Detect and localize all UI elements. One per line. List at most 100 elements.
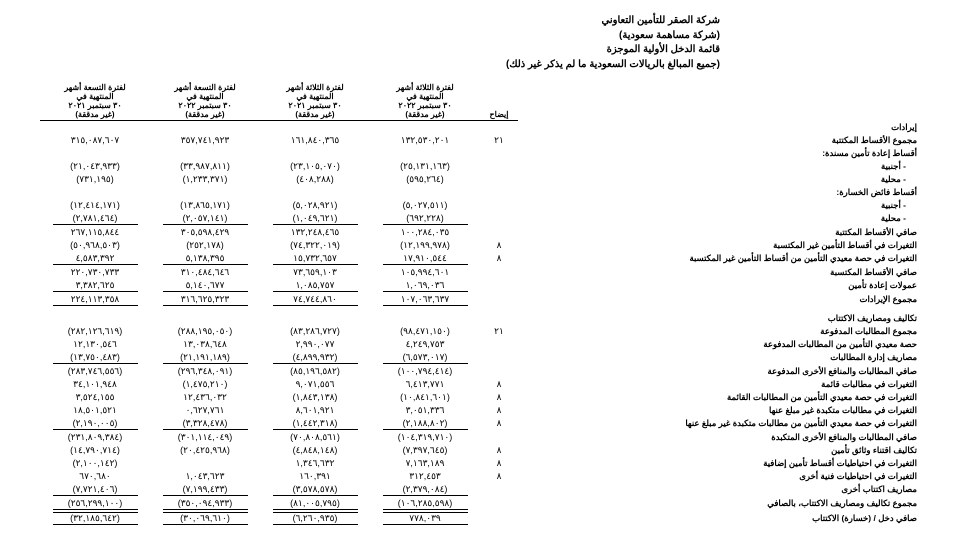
row-value: ١٣٢,٢٤٨,٤٦٥ xyxy=(260,226,370,239)
row-value: (٥,٠٢٧,٥١١) xyxy=(370,199,480,212)
row-value: ٣,٠٥١,٣٣٦ xyxy=(370,404,480,417)
row-label: صافي المطالبات والمنافع الأخرى المتكبدة xyxy=(518,431,920,444)
table-row: التغيرات في احتياطيات أقساط تأمين إضافية… xyxy=(40,457,920,470)
row-value: (١٤,٧٩٠,٧١٤) xyxy=(40,444,150,457)
row-value: ٣,٣٨٢,٦٢٥ xyxy=(40,279,150,293)
row-note xyxy=(480,497,518,511)
row-value: ٥,١٤٠,٦٧٧ xyxy=(150,279,260,293)
row-note xyxy=(480,186,518,199)
table-row: - أجنبية(٥,٠٢٧,٥١١)(٥,٠٢٨,٩٢١)(١٣,٨٦٥,١٧… xyxy=(40,199,920,212)
table-row: مجموع الإيرادات١٠٧,٠٦٣,٦٣٧٧٤,٧٤٤,٨٦٠٣١٦,… xyxy=(40,293,920,307)
row-value: (٢,٧٨١,٤٦٤) xyxy=(40,212,150,226)
row-value xyxy=(40,147,150,160)
row-value: (٢٥٦,٢٩٩,١٠٠) xyxy=(40,497,150,511)
row-value: ٢٦٧,١١٥,٨٤٤ xyxy=(40,226,150,239)
row-value: ١,٠٤٣,٦٢٣ xyxy=(150,470,260,483)
table-row: صافي المطالبات والمنافع الأخرى المتكبدة (… xyxy=(40,431,920,444)
table-row: التغيرات في حصة معيدي التأمين من مطالبات… xyxy=(40,417,920,431)
row-note xyxy=(480,338,518,351)
row-note xyxy=(480,431,518,444)
row-note xyxy=(480,226,518,239)
row-value: (٧,٧٢١,٤٠٦) xyxy=(40,483,150,497)
row-value xyxy=(370,186,480,199)
row-value: ٤,٢٤٩,٧٥٣ xyxy=(370,338,480,351)
row-value xyxy=(150,121,260,134)
row-label: التغيرات في حصة معيدي التأمين من المطالب… xyxy=(518,391,920,404)
row-value: (٢,٠٥٧,١٤١) xyxy=(150,212,260,226)
row-value: (٧,١٩٩,٤٣٣) xyxy=(150,483,260,497)
row-value: (١,٤٤٢,٣١٨) xyxy=(260,417,370,431)
row-value: (٣٠١,١١٤,٠٤٩) xyxy=(150,431,260,444)
row-value: (٤٠٨,٢٨٨) xyxy=(260,173,370,186)
row-note xyxy=(480,483,518,497)
row-label: - محلية xyxy=(518,212,920,226)
row-value: (١٠,٨٤١,٦٠١) xyxy=(370,391,480,404)
row-note xyxy=(480,121,518,134)
currency-note: (جميع المبالغ بالريالات السعودية ما لم ي… xyxy=(40,58,720,73)
row-value: ١٠٠,٢٨٤,٠٣٥ xyxy=(370,226,480,239)
row-value: (٢٣١,٨٠٩,٣٨٤) xyxy=(40,431,150,444)
row-value xyxy=(260,186,370,199)
row-value: ٢٢٠,٧٣٠,٧٣٣ xyxy=(40,266,150,279)
row-value: (٢٥,١٣١,١٦٣) xyxy=(370,160,480,173)
col-notes: إيضاح xyxy=(480,82,518,121)
row-value: (٨١,٠٠٥,٧٩٥) xyxy=(260,497,370,511)
row-label: - أجنبية xyxy=(518,160,920,173)
row-label: - أجنبية xyxy=(518,199,920,212)
table-row: التغيرات في مطالبات متكبدة غير مبلغ عنها… xyxy=(40,404,920,417)
row-value xyxy=(370,121,480,134)
row-value: (٢٨٢,١٢٦,٦١٩) xyxy=(40,325,150,338)
row-value: (١٣,٧٥٠,٤٨٣) xyxy=(40,351,150,365)
table-row: تكاليف اقتناء وثائق تأمين٨(٧,٣٩٧,٦٤٥)(٤,… xyxy=(40,444,920,457)
company-type: (شركة مساهمة سعودية) xyxy=(40,29,720,44)
row-value: (١٠٤,٣١٩,٧١٠) xyxy=(370,431,480,444)
row-value: ٣٠٥,٥٩٨,٤٢٩ xyxy=(150,226,260,239)
table-row: عمولات إعادة تأمين١,٠٦٩,٠٣٦١,٠٨٥,٧٥٧٥,١٤… xyxy=(40,279,920,293)
row-value: (١,٠٤٩,٦٢١) xyxy=(260,212,370,226)
row-value xyxy=(260,312,370,325)
table-row: إيرادات xyxy=(40,121,920,134)
row-value: ٣,٥٢٤,١٥٥ xyxy=(40,391,150,404)
row-value xyxy=(150,147,260,160)
row-value: (٧,٣٩٧,٦٤٥) xyxy=(370,444,480,457)
row-value: (١,٤٧٥,٢١٠) xyxy=(150,378,260,391)
col-p3: لفترة التسعة أشهرالمنتهية في٣٠ سبتمبر ٢٠… xyxy=(150,82,260,121)
row-note: ٢١ xyxy=(480,134,518,147)
row-value: ٣١٦,٦٢٥,٣٢٣ xyxy=(150,293,260,307)
row-note xyxy=(480,173,518,186)
row-value: (٩٨,٤٧١,١٥٠) xyxy=(370,325,480,338)
row-value: ٧٤,٧٤٤,٨٦٠ xyxy=(260,293,370,307)
row-value: ١٢,٤٣٦,٠٣٢ xyxy=(150,391,260,404)
row-value: ٢٢٤,١١٣,٣٥٨ xyxy=(40,293,150,307)
statement-title: قائمة الدخل الأولية الموجزة xyxy=(40,43,720,58)
row-value: (٨٥,١٩٦,٥٨٢) xyxy=(260,365,370,378)
row-value: (١٢,٤١٤,١٧١) xyxy=(40,199,150,212)
row-value: ١٨,٥٠١,٥٢١ xyxy=(40,404,150,417)
row-value: ٩,٠٧١,٥٥٦ xyxy=(260,378,370,391)
table-row: التغيرات في حصة معيدي التأمين من المطالب… xyxy=(40,391,920,404)
row-label: التغيرات في احتياطيات فنية أخرى xyxy=(518,470,920,483)
row-label: إيرادات xyxy=(518,121,920,134)
row-note xyxy=(480,212,518,226)
row-value: (٧٤,٣٢٢,٠١٩) xyxy=(260,239,370,252)
table-row: مجموع المطالبات المدفوعة٢١(٩٨,٤٧١,١٥٠)(٨… xyxy=(40,325,920,338)
row-value: (١٢,١٩٩,٩٧٨) xyxy=(370,239,480,252)
row-value: ٣٥٧,٧٤١,٩٢٣ xyxy=(150,134,260,147)
row-value xyxy=(260,147,370,160)
row-value: (٢٠,٤٢٥,٩٦٨) xyxy=(150,444,260,457)
row-label: صافي الأقساط المكتتبة xyxy=(518,226,920,239)
row-note xyxy=(480,312,518,325)
row-value: ٦٧٠,٦٨٠ xyxy=(40,470,150,483)
row-value: ٥,١٣٨,٣٩٥ xyxy=(150,252,260,266)
row-value xyxy=(40,121,150,134)
row-label: مجموع المطالبات المدفوعة xyxy=(518,325,920,338)
row-value: (٦٩٢,٢٢٨) xyxy=(370,212,480,226)
row-note xyxy=(480,266,518,279)
table-row: - أجنبية(٢٥,١٣١,١٦٣)(٢٣,١٠٥,٠٧٠)(٣٣,٩٨٧,… xyxy=(40,160,920,173)
row-note xyxy=(480,511,518,526)
table-row: - محلية (٦٩٢,٢٢٨)(١,٠٤٩,٦٢١)(٢,٠٥٧,١٤١)(٢… xyxy=(40,212,920,226)
row-note: ٨ xyxy=(480,252,518,266)
row-value: ١,٣٤٦,٦٣٢ xyxy=(260,457,370,470)
col-p2: لفترة الثلاثة أشهرالمنتهية في٣٠ سبتمبر ٢… xyxy=(260,82,370,121)
row-value: (٣٠,٠٦٩,٦١٠) xyxy=(150,511,260,526)
